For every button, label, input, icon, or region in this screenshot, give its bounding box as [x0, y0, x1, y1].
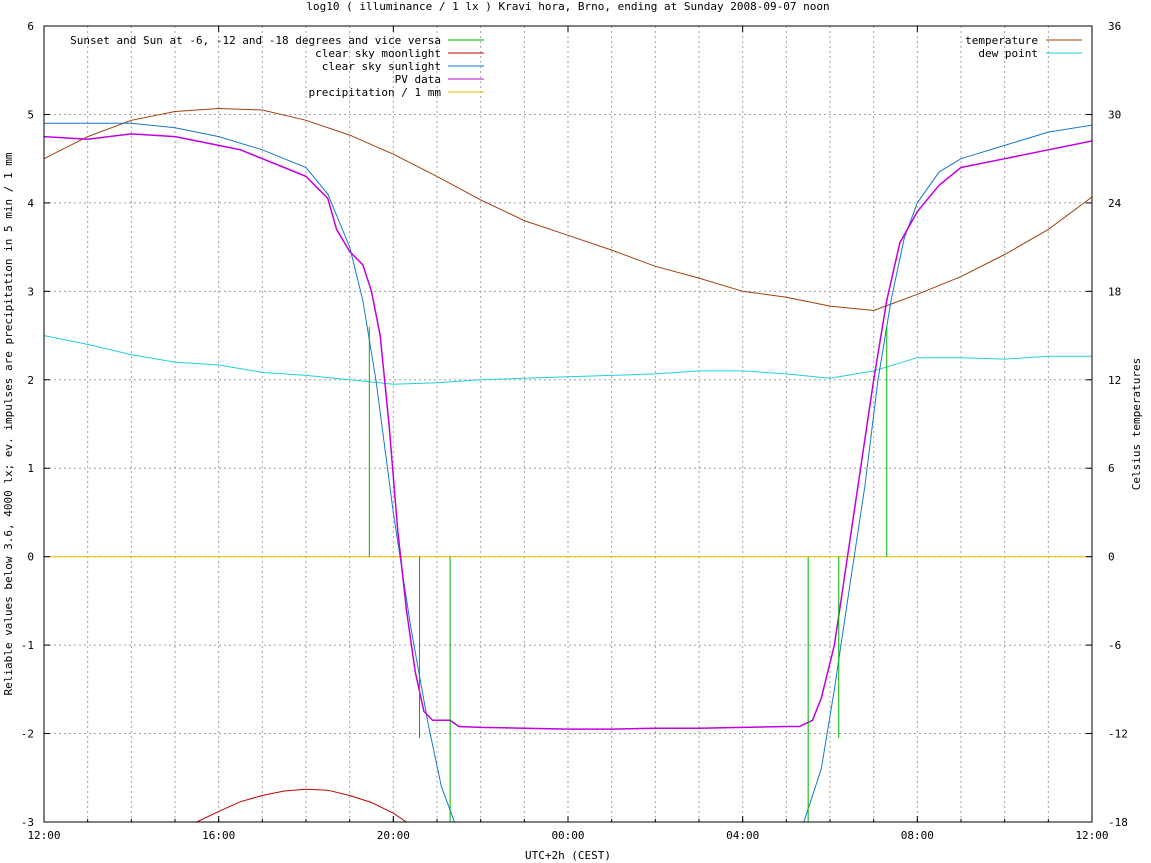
legend-label: precipitation / 1 mm	[309, 86, 442, 99]
series-line-pv	[44, 133, 1092, 730]
x-tick-label: 16:00	[202, 829, 235, 842]
y2-tick-label: -6	[1108, 639, 1121, 652]
legend-label: PV data	[395, 73, 441, 86]
y-tick-label: -3	[21, 816, 34, 829]
series-line-sunlight	[44, 122, 1092, 822]
legend-label: clear sky moonlight	[315, 47, 441, 60]
y2-tick-label: 18	[1108, 285, 1121, 298]
series-line-moonlight	[196, 788, 407, 822]
y-tick-label: 1	[27, 462, 34, 475]
legend-left: Sunset and Sun at -6, -12 and -18 degree…	[70, 34, 484, 99]
legend-label: Sunset and Sun at -6, -12 and -18 degree…	[70, 34, 441, 47]
x-tick-label: 12:00	[27, 829, 60, 842]
y2-tick-label: 30	[1108, 108, 1121, 121]
x-axis-label: UTC+2h (CEST)	[525, 849, 611, 862]
y2-tick-label: 6	[1108, 462, 1115, 475]
legend-label: dew point	[978, 47, 1038, 60]
series-line-dewpoint	[44, 335, 1092, 385]
x-tick-label: 04:00	[726, 829, 759, 842]
legend-label: temperature	[965, 34, 1038, 47]
y-tick-label: -1	[21, 639, 34, 652]
y-tick-label: 4	[27, 197, 34, 210]
x-tick-label: 20:00	[377, 829, 410, 842]
y-tick-label: 5	[27, 108, 34, 121]
y-tick-label: 3	[27, 285, 34, 298]
y2-tick-label: -18	[1108, 816, 1128, 829]
y2-axis-ticks: -18 -12 -6 0 6 12 18 24 30 36	[1086, 20, 1128, 829]
y2-axis-label: Celsius temperatures	[1130, 358, 1143, 490]
chart-title: log10 ( illuminance / 1 lx ) Kravi hora,…	[306, 0, 829, 13]
y-tick-label: 6	[27, 20, 34, 33]
y2-tick-label: 36	[1108, 20, 1121, 33]
y2-tick-label: 12	[1108, 374, 1121, 387]
y2-tick-label: 0	[1108, 551, 1115, 564]
grid-lines	[44, 26, 1092, 822]
data-series	[44, 107, 1092, 822]
y-tick-label: 2	[27, 374, 34, 387]
x-tick-label: 00:00	[551, 829, 584, 842]
legend-label: clear sky sunlight	[322, 60, 441, 73]
x-tick-label: 08:00	[901, 829, 934, 842]
x-axis-ticks: 12:00 16:00 20:00 00:00 04:00 08:00 12:00	[27, 26, 1109, 842]
y-tick-label: -2	[21, 728, 34, 741]
x-tick-label: 12:00	[1075, 829, 1108, 842]
y-axis-label: Reliable values below 3.6, 4000 lx; ev. …	[2, 152, 15, 695]
y2-tick-label: -12	[1108, 728, 1128, 741]
series-line-temperature	[44, 107, 1092, 312]
y-axis-ticks: -3 -2 -1 0 1 2 3 4 5 6	[21, 20, 50, 829]
y2-tick-label: 24	[1108, 197, 1122, 210]
y-tick-label: 0	[27, 551, 34, 564]
